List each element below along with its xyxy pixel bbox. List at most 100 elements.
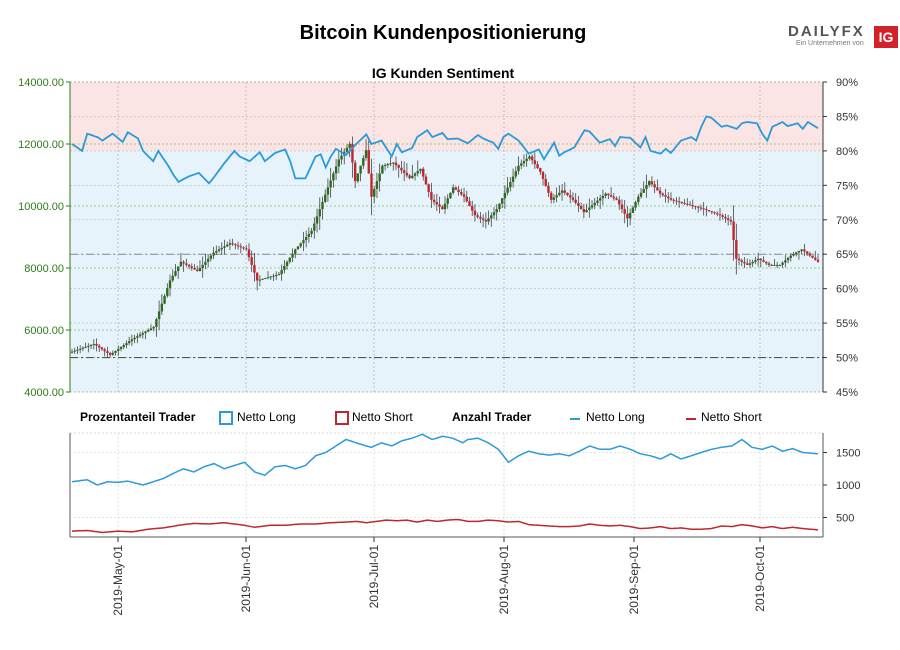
x-tick-label: 2019-Jul-01	[367, 545, 381, 609]
candle-body	[182, 261, 185, 264]
candle-body	[103, 349, 106, 352]
candle-body	[92, 343, 95, 345]
candle-body	[762, 260, 765, 262]
candle-body	[618, 199, 621, 205]
candle-body	[272, 275, 275, 277]
candle-body	[522, 161, 526, 164]
candle-body	[73, 350, 76, 352]
candle-body	[345, 147, 349, 152]
candle-body	[808, 253, 812, 256]
candle-body	[773, 264, 776, 266]
candle-body	[620, 204, 624, 210]
candle-body	[381, 165, 384, 174]
candle-body	[84, 346, 87, 348]
candle-body	[500, 198, 504, 204]
candle-body	[511, 176, 515, 182]
candle-body	[296, 246, 300, 250]
candle-body	[179, 261, 183, 267]
candle-body	[198, 268, 202, 272]
candle-body	[446, 198, 449, 204]
candle-body	[359, 165, 362, 174]
candle-body	[533, 160, 537, 165]
candle-body	[402, 170, 406, 173]
candle-body	[95, 343, 98, 346]
candle-body	[231, 243, 234, 245]
candle-body	[427, 184, 430, 193]
candle-body	[313, 223, 316, 231]
candle-body	[166, 288, 169, 296]
candle-body	[89, 344, 93, 346]
candle-body	[716, 213, 719, 215]
candle-body	[136, 336, 139, 338]
candle-body	[302, 240, 305, 244]
candle-body	[160, 303, 164, 312]
chart-title: Bitcoin Kundenpositionierung	[299, 22, 587, 44]
candle-body	[225, 244, 229, 247]
chart-subtitle: IG Kunden Sentiment	[372, 65, 515, 81]
candle-body	[291, 253, 294, 258]
candle-body	[778, 264, 782, 266]
candle-body	[378, 173, 381, 182]
candle-body	[451, 187, 455, 193]
candle-body	[443, 203, 447, 210]
candle-body	[536, 164, 539, 169]
candle-body	[541, 171, 545, 179]
candle-body	[457, 189, 460, 193]
candle-body	[149, 328, 153, 330]
candle-body	[209, 255, 213, 259]
candle-body	[193, 268, 196, 270]
candle-body	[786, 257, 790, 261]
candle-body	[111, 352, 115, 355]
legend-long-swatch	[219, 411, 233, 425]
percent-long-line	[71, 115, 819, 185]
candle-body	[389, 163, 392, 165]
left-tick-label: 4000.00	[24, 387, 64, 399]
candle-body	[555, 195, 558, 198]
candle-body	[509, 181, 512, 188]
candle-body	[141, 333, 144, 335]
candle-body	[87, 345, 90, 347]
candle-body	[416, 171, 419, 174]
candle-body	[588, 207, 591, 210]
candle-body	[560, 190, 564, 193]
legend-long-line-swatch	[570, 418, 580, 420]
candle-body	[702, 208, 705, 210]
candle-body	[710, 211, 714, 213]
candle-body	[324, 194, 327, 202]
candle-body	[607, 193, 610, 196]
count-short-line	[71, 518, 819, 534]
bottom-tick-label: 500	[836, 513, 854, 525]
right-tick-label: 90%	[836, 77, 858, 89]
candle-body	[767, 263, 771, 265]
candle-body	[460, 192, 463, 195]
right-tick-label: 45%	[836, 387, 858, 399]
candle-body	[476, 215, 479, 217]
left-tick-label: 12000.00	[18, 139, 64, 151]
candle-body	[462, 194, 466, 197]
candles-group	[70, 136, 820, 359]
right-tick-label: 75%	[836, 180, 858, 192]
candle-body	[781, 262, 784, 265]
candle-body	[351, 144, 354, 163]
candle-body	[743, 261, 746, 264]
candle-body	[201, 264, 204, 268]
candle-body	[310, 230, 313, 234]
candle-body	[680, 202, 684, 204]
candle-body	[473, 210, 477, 216]
candle-body	[756, 258, 760, 261]
candle-body	[138, 334, 142, 337]
candle-body	[253, 264, 256, 273]
candle-body	[525, 158, 528, 162]
candle-body	[800, 249, 803, 251]
candle-body	[78, 348, 82, 350]
candle-body	[155, 319, 158, 327]
candle-body	[803, 249, 806, 252]
candle-body	[157, 311, 161, 320]
candle-body	[294, 249, 297, 254]
candle-body	[784, 260, 787, 263]
dailyfx-logo: DAILYFX Ein Unternehmen von IG	[786, 23, 898, 50]
right-tick-label: 50%	[836, 353, 858, 365]
candle-body	[724, 216, 727, 219]
candle-body	[481, 218, 485, 220]
